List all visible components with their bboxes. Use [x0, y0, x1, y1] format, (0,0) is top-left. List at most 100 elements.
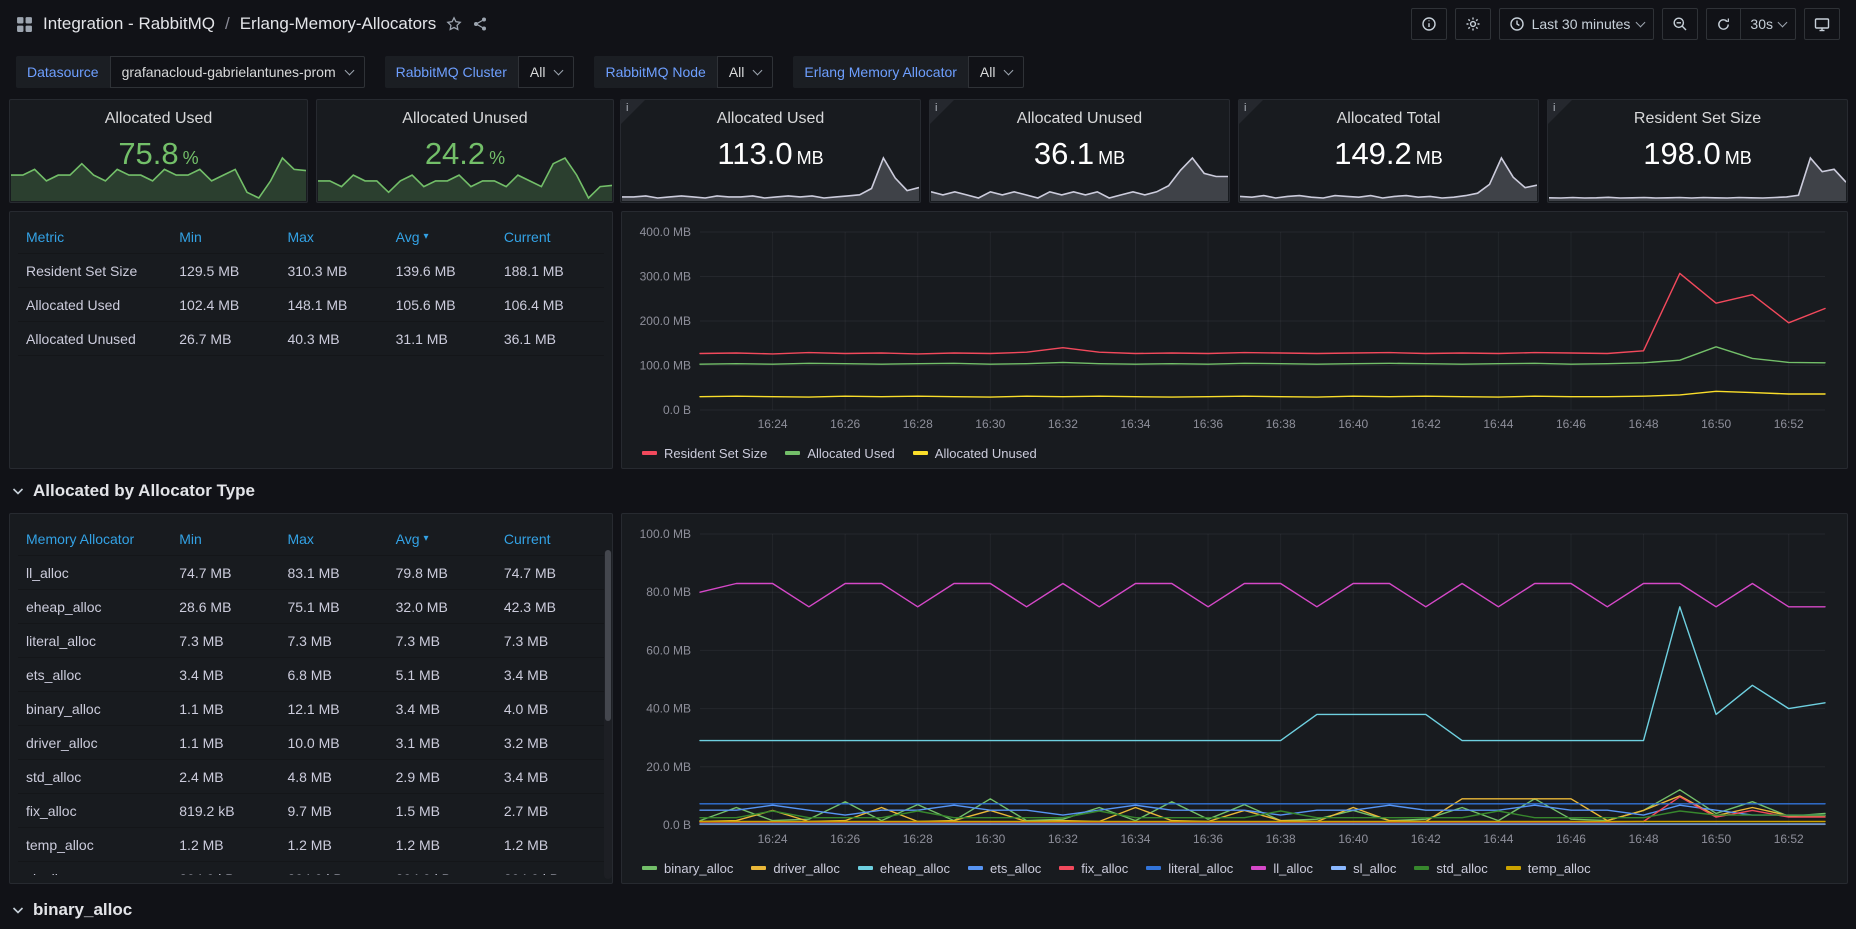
refresh-interval-select[interactable]: 30s — [1741, 9, 1795, 39]
svg-text:300.0 MB: 300.0 MB — [640, 270, 691, 284]
info-icon[interactable]: i — [1548, 100, 1572, 124]
svg-text:16:50: 16:50 — [1701, 417, 1731, 431]
legend-series-color — [751, 866, 767, 870]
stat-value: 24.2% — [424, 136, 506, 171]
svg-text:200.0 MB: 200.0 MB — [640, 314, 691, 328]
breadcrumb-page[interactable]: Erlang-Memory-Allocators — [239, 14, 437, 33]
column-header[interactable]: Current — [503, 530, 551, 547]
chevron-down-icon — [1635, 17, 1646, 27]
svg-text:16:26: 16:26 — [830, 417, 860, 431]
table-scrollbar[interactable] — [604, 550, 612, 879]
apps-grid-icon[interactable] — [16, 16, 33, 33]
section-title: binary_alloc — [33, 900, 133, 919]
star-icon[interactable] — [446, 16, 462, 32]
tv-mode-button[interactable] — [1804, 8, 1840, 40]
svg-text:16:48: 16:48 — [1629, 417, 1659, 431]
svg-text:16:34: 16:34 — [1120, 417, 1150, 431]
info-icon[interactable]: i — [621, 100, 645, 124]
legend-item[interactable]: std_alloc — [1414, 861, 1488, 876]
chevron-down-icon — [1004, 65, 1014, 75]
legend-item[interactable]: literal_alloc — [1146, 861, 1233, 876]
column-header[interactable]: Min — [179, 228, 202, 245]
variable-label: Erlang Memory Allocator — [793, 56, 968, 88]
scrollbar-thumb[interactable] — [605, 550, 611, 722]
zoom-out-button[interactable] — [1662, 8, 1699, 40]
allocator-select[interactable]: All — [967, 56, 1025, 88]
legend-series-color — [1146, 866, 1162, 870]
column-header[interactable]: Max — [287, 530, 314, 547]
svg-text:16:32: 16:32 — [1048, 832, 1078, 846]
svg-text:16:38: 16:38 — [1266, 832, 1296, 846]
share-icon[interactable] — [472, 16, 488, 32]
legend-item[interactable]: ets_alloc — [967, 861, 1041, 876]
legend-item[interactable]: temp_alloc — [1505, 861, 1591, 876]
info-icon[interactable]: i — [1239, 100, 1263, 124]
column-header[interactable]: Metric — [26, 228, 65, 245]
panel-title[interactable]: Resident Set Size — [1633, 110, 1762, 127]
section-binary-alloc[interactable]: binary_alloc — [12, 897, 132, 923]
table-row: binary_alloc 1.1 MB 12.1 MB 3.4 MB 4.0 MB — [18, 692, 604, 726]
legend-item[interactable]: Resident Set Size — [642, 446, 767, 461]
stat-value: 113.0 MB — [717, 136, 824, 171]
svg-text:16:24: 16:24 — [758, 417, 788, 431]
stat-value: 75.8% — [118, 136, 199, 171]
refresh-group: 30s — [1706, 8, 1796, 40]
memory-overview-chart-panel: 0.0 B 100.0 MB 200.0 MB 300.0 MB 400.0 MB 16:… — [621, 211, 1848, 469]
column-header[interactable]: Avg ▾ — [395, 228, 429, 245]
column-header[interactable]: Max — [287, 228, 314, 245]
column-header[interactable]: Current — [503, 228, 551, 245]
svg-text:16:46: 16:46 — [1556, 417, 1586, 431]
panel-title[interactable]: Allocated Used — [104, 110, 213, 127]
allocator-table-panel: Memory Allocator Min Max Avg ▾ Current ll_allo… — [9, 513, 613, 884]
selected-value: All — [529, 64, 546, 80]
info-icon[interactable]: i — [930, 100, 954, 124]
panel-title[interactable]: Allocated Total — [1336, 110, 1441, 127]
panel-title[interactable]: Allocated Used — [716, 110, 825, 127]
legend-item[interactable]: Allocated Unused — [912, 446, 1037, 461]
top-navbar: Integration - RabbitMQ / Erlang-Memory-A… — [0, 0, 1856, 48]
stat-value: 198.0 MB — [1643, 136, 1752, 171]
legend-item[interactable]: sl_alloc — [1331, 861, 1396, 876]
svg-text:16:46: 16:46 — [1556, 832, 1586, 846]
legend-item[interactable]: driver_alloc — [751, 861, 840, 876]
time-range-picker[interactable]: Last 30 minutes — [1498, 8, 1655, 40]
svg-text:16:50: 16:50 — [1701, 832, 1731, 846]
svg-text:16:48: 16:48 — [1629, 832, 1659, 846]
svg-text:0.0 B: 0.0 B — [663, 818, 691, 832]
breadcrumb-app[interactable]: Integration - RabbitMQ — [43, 14, 215, 33]
table-row: std_alloc 2.4 MB 4.8 MB 2.9 MB 3.4 MB — [18, 760, 604, 794]
refresh-interval-label: 30s — [1750, 16, 1773, 32]
sparkline — [11, 153, 306, 201]
section-allocated-by-allocator-type[interactable]: Allocated by Allocator Type — [12, 478, 255, 504]
sparkline — [622, 153, 919, 201]
selected-value: grafanacloud-gabrielantunes-prom — [121, 64, 336, 80]
time-range-label: Last 30 minutes — [1531, 16, 1631, 32]
legend-item[interactable]: Allocated Used — [785, 446, 895, 461]
svg-text:16:24: 16:24 — [758, 832, 788, 846]
column-header[interactable]: Min — [179, 530, 202, 547]
panel-title[interactable]: Allocated Unused — [402, 110, 528, 127]
memory-overview-chart[interactable]: 0.0 B 100.0 MB 200.0 MB 300.0 MB 400.0 MB 16:… — [630, 220, 1837, 462]
cluster-select[interactable]: All — [517, 56, 575, 88]
legend-item[interactable]: binary_alloc — [642, 861, 733, 876]
legend-item[interactable]: ll_alloc — [1251, 861, 1313, 876]
column-header[interactable]: Memory Allocator — [26, 530, 135, 547]
refresh-button[interactable] — [1707, 9, 1740, 39]
chevron-down-icon — [344, 65, 355, 75]
svg-text:16:42: 16:42 — [1411, 417, 1441, 431]
panel-title[interactable]: Allocated Unused — [1016, 110, 1143, 127]
dashboard-info-button[interactable] — [1410, 8, 1447, 40]
legend-item[interactable]: fix_alloc — [1059, 861, 1128, 876]
variable-datasource: Datasource grafanacloud-gabrielantunes-p… — [16, 56, 365, 88]
dashboard-settings-button[interactable] — [1454, 8, 1491, 40]
node-select[interactable]: All — [716, 56, 774, 88]
stat-value: 149.2 MB — [1334, 136, 1443, 171]
legend-series-color — [912, 451, 928, 455]
column-header[interactable]: Avg ▾ — [395, 530, 429, 547]
legend-series-color — [785, 451, 801, 455]
datasource-select[interactable]: grafanacloud-gabrielantunes-prom — [109, 56, 365, 88]
legend-item[interactable]: eheap_alloc — [857, 861, 950, 876]
chevron-down-icon — [554, 65, 564, 75]
allocator-chart[interactable]: 0.0 B 20.0 MB 40.0 MB 60.0 MB 80.0 MB 100.0 M… — [630, 522, 1837, 877]
